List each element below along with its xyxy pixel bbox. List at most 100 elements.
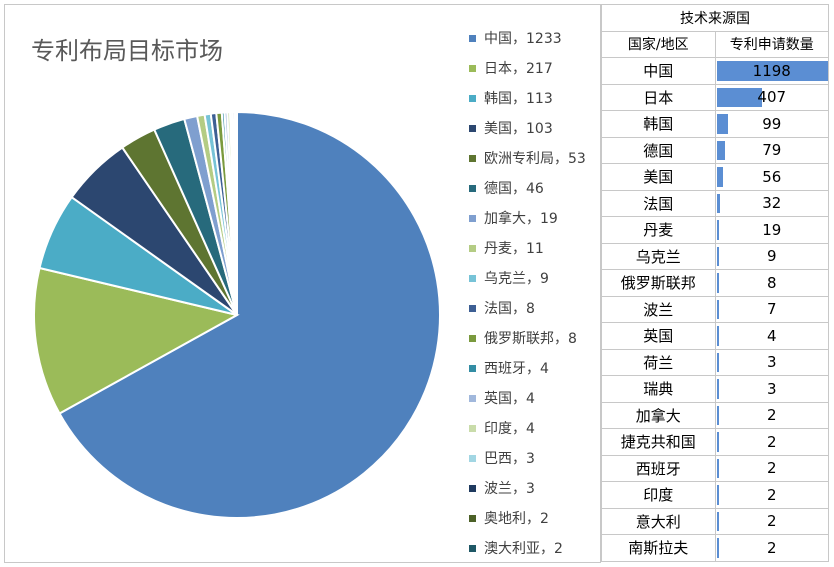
count-value: 19 [762, 220, 782, 239]
count-cell: 2 [714, 507, 829, 535]
legend-item: 英国，4 [469, 383, 605, 413]
legend-item: 波兰，3 [469, 473, 605, 503]
count-cell: 2 [714, 454, 829, 482]
legend-item: 德国，46 [469, 173, 605, 203]
country-cell: 乌克兰 [601, 242, 716, 270]
count-cell: 56 [714, 163, 829, 191]
legend-item: 巴西，3 [469, 443, 605, 473]
count-cell: 9 [714, 242, 829, 270]
legend-item: 中国，1233 [469, 23, 605, 53]
legend-swatch [469, 424, 476, 432]
count-data-bar [716, 485, 719, 505]
count-data-bar [716, 405, 719, 425]
pie-slice-0 [58, 110, 441, 519]
legend-label: 西班牙，4 [484, 361, 549, 377]
count-data-bar [716, 458, 719, 478]
legend-item: 印度，4 [469, 413, 605, 443]
count-data-bar [716, 140, 726, 160]
pie-chart-title: 专利布局目标市场 [31, 37, 223, 65]
count-data-bar [716, 61, 828, 81]
country-cell: 荷兰 [601, 348, 716, 376]
legend-swatch [469, 304, 476, 312]
count-cell: 8 [714, 269, 829, 297]
legend-swatch [469, 454, 476, 462]
count-value: 2 [766, 512, 777, 531]
count-cell: 19 [714, 216, 829, 244]
legend-item: 丹麦，11 [469, 233, 605, 263]
count-value: 2 [766, 538, 777, 557]
legend-label: 巴西，3 [484, 451, 535, 467]
table-row: 美国 56 [601, 163, 829, 191]
count-value: 2 [766, 432, 777, 451]
legend-label: 波兰，3 [484, 481, 535, 497]
pie-chart [33, 110, 441, 519]
country-cell: 韩国 [601, 110, 716, 138]
count-value: 407 [757, 88, 787, 107]
count-cell: 99 [714, 110, 829, 138]
count-cell: 3 [714, 375, 829, 403]
pie-slice-1 [33, 266, 240, 415]
legend-swatch [469, 184, 476, 192]
table-row: 俄罗斯联邦 8 [601, 269, 829, 297]
table-row: 瑞典 3 [601, 375, 829, 403]
legend-label: 中国，1233 [484, 31, 562, 47]
legend-label: 澳大利亚，2 [484, 541, 563, 557]
legend-label: 韩国，113 [484, 91, 553, 107]
source-country-table: 技术来源国 国家/地区 专利申请数量 中国 1198 日本 407 韩国 99 德国 79 美国… [601, 4, 829, 562]
count-cell: 2 [714, 428, 829, 456]
count-data-bar [716, 352, 719, 372]
legend-label: 加拿大，19 [484, 211, 558, 227]
legend-swatch [469, 34, 476, 42]
legend-label: 印度，4 [484, 421, 535, 437]
pie-chart-panel: 专利布局目标市场 中国，1233 日本，217 韩国，113 美国，103 欧洲专利局，… [4, 4, 601, 563]
legend-swatch [469, 124, 476, 132]
count-cell: 2 [714, 401, 829, 429]
count-value: 7 [766, 300, 777, 319]
count-data-bar [716, 379, 719, 399]
legend-item: 乌克兰，9 [469, 263, 605, 293]
column-header-country: 国家/地区 [601, 30, 716, 58]
country-cell: 捷克共和国 [601, 428, 716, 456]
count-value: 32 [762, 194, 782, 213]
table-row: 法国 32 [601, 189, 829, 217]
legend-item: 加拿大，19 [469, 203, 605, 233]
table-row: 英国 4 [601, 322, 829, 350]
country-cell: 印度 [601, 481, 716, 509]
count-data-bar [716, 87, 763, 107]
count-value: 2 [766, 459, 777, 478]
count-cell: 3 [714, 348, 829, 376]
country-cell: 瑞典 [601, 375, 716, 403]
table-row: 丹麦 19 [601, 216, 829, 244]
legend-swatch [469, 484, 476, 492]
table-row: 印度 2 [601, 481, 829, 509]
count-cell: 32 [714, 189, 829, 217]
table-body: 中国 1198 日本 407 韩国 99 德国 79 美国 56 法国 32 丹麦 19 乌克兰 9 俄罗斯联邦… [601, 57, 829, 562]
legend-swatch [469, 274, 476, 282]
count-data-bar [716, 538, 719, 558]
legend-item: 俄罗斯联邦，8 [469, 323, 605, 353]
legend-item: 澳大利亚，2 [469, 533, 605, 563]
count-data-bar [716, 511, 719, 531]
country-cell: 日本 [601, 83, 716, 111]
count-value: 2 [766, 485, 777, 504]
table-row: 南斯拉夫 2 [601, 534, 829, 562]
pie-legend: 中国，1233 日本，217 韩国，113 美国，103 欧洲专利局，53 德国，46 加拿… [469, 23, 605, 563]
count-value: 56 [762, 167, 782, 186]
table-row: 中国 1198 [601, 57, 829, 85]
count-value: 8 [766, 273, 777, 292]
count-data-bar [716, 246, 719, 266]
legend-item: 西班牙，4 [469, 353, 605, 383]
legend-item: 欧洲专利局，53 [469, 143, 605, 173]
table-row: 韩国 99 [601, 110, 829, 138]
count-cell: 7 [714, 295, 829, 323]
count-data-bar [716, 273, 719, 293]
legend-swatch [469, 394, 476, 402]
country-cell: 英国 [601, 322, 716, 350]
legend-swatch [469, 94, 476, 102]
legend-swatch [469, 334, 476, 342]
legend-label: 欧洲专利局，53 [484, 151, 586, 167]
country-cell: 美国 [601, 163, 716, 191]
legend-swatch [469, 154, 476, 162]
count-value: 99 [762, 114, 782, 133]
legend-item: 韩国，113 [469, 83, 605, 113]
